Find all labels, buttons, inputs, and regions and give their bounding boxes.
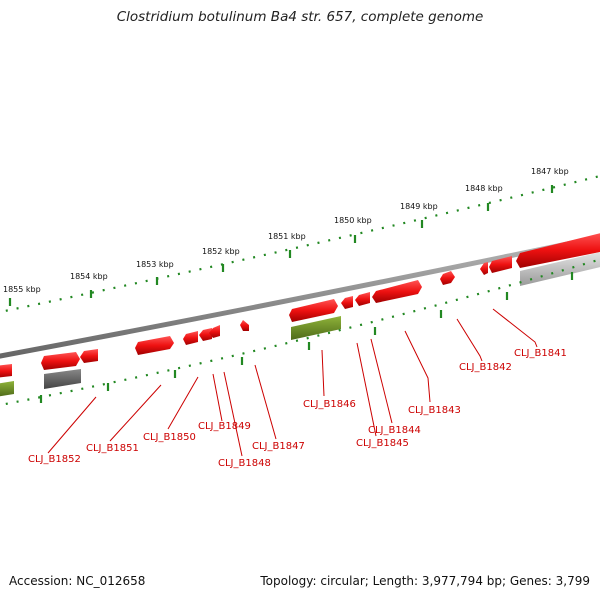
- leader-line: [254, 364, 277, 440]
- leader-line: [456, 318, 483, 362]
- leader-line: [370, 338, 393, 424]
- gene-arrow[interactable]: [135, 336, 174, 355]
- genome-backbone: [0, 234, 600, 359]
- gene-arrow[interactable]: [209, 325, 220, 338]
- gene-arrow[interactable]: [289, 299, 338, 322]
- gene-label[interactable]: CLJ_B1848: [218, 458, 271, 469]
- inner-coordinate-ring: [0, 258, 600, 407]
- leader-line: [223, 371, 243, 457]
- gene-arrow[interactable]: [480, 262, 488, 275]
- outer-coordinate-ring: 1855 kbp 1854 kbp 1853 kbp 1852 kbp 1851…: [0, 167, 600, 314]
- kbp-label: 1849 kbp: [400, 202, 438, 211]
- gene-arrow[interactable]: [440, 271, 455, 285]
- gene-arrow[interactable]: [341, 296, 353, 309]
- gene-label[interactable]: CLJ_B1850: [143, 432, 196, 443]
- map-title: Clostridium botulinum Ba4 str. 657, comp…: [116, 9, 484, 25]
- accession-text: Accession: NC_012658: [9, 574, 146, 588]
- gene-arrow[interactable]: [372, 280, 422, 303]
- gene-label[interactable]: CLJ_B1852: [28, 454, 81, 465]
- forward-strand-genes: [0, 232, 600, 378]
- gene-arrow[interactable]: [489, 256, 512, 273]
- gene-leader-lines: [47, 308, 538, 457]
- leader-line: [321, 349, 325, 397]
- gene-label[interactable]: CLJ_B1851: [86, 443, 139, 454]
- kbp-label: 1854 kbp: [70, 272, 108, 281]
- pseudo-feature[interactable]: [520, 251, 600, 286]
- gene-arrow[interactable]: [183, 331, 198, 345]
- gene-arrow[interactable]: [516, 232, 600, 268]
- gene-arrow[interactable]: [41, 352, 80, 370]
- rna-feature[interactable]: [291, 316, 341, 340]
- gene-label[interactable]: CLJ_B1847: [252, 441, 305, 452]
- gene-arrow[interactable]: [0, 364, 12, 378]
- kbp-label: 1855 kbp: [3, 285, 41, 294]
- rna-feature[interactable]: [0, 381, 14, 397]
- gene-arrow[interactable]: [240, 320, 249, 331]
- gene-label[interactable]: CLJ_B1846: [303, 399, 356, 410]
- leader-line: [109, 384, 162, 442]
- kbp-label: 1850 kbp: [334, 216, 372, 225]
- genome-summary-text: Topology: circular; Length: 3,977,794 bp…: [260, 574, 590, 588]
- kbp-label: 1848 kbp: [465, 184, 503, 193]
- outer-ring-major-ticks: [8, 185, 554, 306]
- leader-line: [492, 308, 538, 348]
- leader-line: [167, 376, 199, 430]
- kbp-label: 1847 kbp: [531, 167, 569, 176]
- inner-ring-major-ticks: [39, 272, 574, 403]
- kbp-label: 1852 kbp: [202, 247, 240, 256]
- gene-arrow[interactable]: [355, 292, 370, 306]
- gene-label[interactable]: CLJ_B1841: [514, 348, 567, 359]
- reverse-strand-features: [0, 251, 600, 397]
- leader-line: [356, 342, 377, 437]
- leader-line: [212, 373, 223, 422]
- kbp-label: 1851 kbp: [268, 232, 306, 241]
- gene-arrow[interactable]: [199, 328, 212, 341]
- leader-line: [404, 330, 431, 403]
- gene-label[interactable]: CLJ_B1845: [356, 438, 409, 449]
- gene-label[interactable]: CLJ_B1844: [368, 425, 421, 436]
- other-feature[interactable]: [44, 369, 81, 389]
- gene-labels: CLJ_B1852 CLJ_B1851 CLJ_B1850 CLJ_B1849 …: [28, 348, 567, 469]
- leader-line: [47, 396, 97, 454]
- gene-label[interactable]: CLJ_B1842: [459, 362, 512, 373]
- gene-arrow[interactable]: [80, 349, 98, 363]
- gene-label[interactable]: CLJ_B1849: [198, 421, 251, 432]
- gene-label[interactable]: CLJ_B1843: [408, 405, 461, 416]
- kbp-label: 1853 kbp: [136, 260, 174, 269]
